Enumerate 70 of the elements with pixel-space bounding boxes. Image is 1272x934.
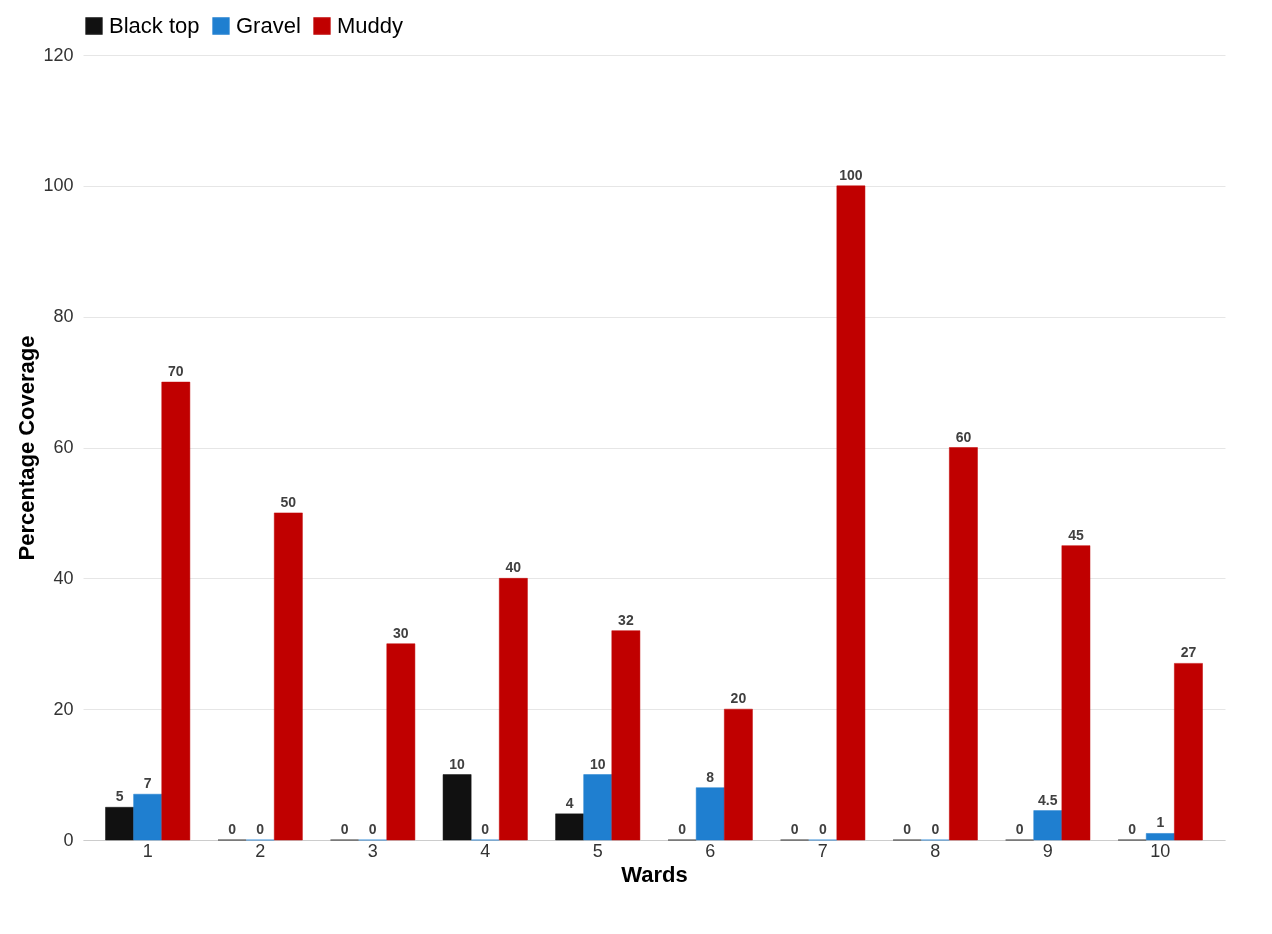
x-tick-label: 9 <box>1042 840 1053 861</box>
data-label: 32 <box>618 611 634 628</box>
data-label: 8 <box>706 768 715 785</box>
data-label: 4 <box>565 794 574 811</box>
bar <box>161 381 191 841</box>
bar <box>386 643 416 841</box>
legend-label: Black top <box>109 13 200 38</box>
data-label: 50 <box>280 493 297 510</box>
data-label: 70 <box>168 363 184 380</box>
data-label: 40 <box>505 559 522 576</box>
y-tick-label: 20 <box>53 698 74 719</box>
x-tick-label: 1 <box>142 840 153 861</box>
data-label: 1 <box>1156 814 1165 831</box>
data-label: 20 <box>730 690 747 707</box>
x-tick-label: 6 <box>705 840 716 861</box>
data-label: 0 <box>340 821 349 837</box>
legend-label: Muddy <box>337 13 404 38</box>
bar <box>1145 833 1175 841</box>
data-label: 0 <box>368 821 377 837</box>
bar <box>611 630 641 841</box>
y-axis-title: Percentage Coverage <box>14 335 40 561</box>
data-label: 0 <box>678 821 687 837</box>
data-label: 0 <box>1015 821 1024 837</box>
data-label: 4.5 <box>1038 791 1058 808</box>
x-tick-label: 8 <box>930 840 941 861</box>
data-label: 0 <box>1128 821 1137 837</box>
data-label: 7 <box>143 775 152 792</box>
x-tick-label: 7 <box>817 840 828 861</box>
x-tick-label: 3 <box>367 840 378 861</box>
data-label: 5 <box>115 788 124 805</box>
bar <box>133 793 163 841</box>
x-tick-label: 5 <box>592 840 603 861</box>
data-label: 0 <box>481 821 490 837</box>
x-tick-label: 2 <box>255 840 266 861</box>
y-tick-label: 80 <box>53 306 74 327</box>
bar <box>442 774 472 841</box>
y-tick-label: 60 <box>53 437 74 457</box>
bar <box>724 708 753 841</box>
data-label: 45 <box>1068 526 1084 543</box>
data-label: 10 <box>449 755 466 772</box>
data-label: 100 <box>839 166 863 183</box>
data-label: 0 <box>818 821 827 837</box>
y-tick-label: 100 <box>43 175 74 196</box>
data-label: 0 <box>931 821 940 837</box>
data-label: 0 <box>256 821 265 837</box>
data-label: 30 <box>393 624 409 641</box>
bar <box>583 774 613 841</box>
legend-label: Gravel <box>236 13 301 38</box>
bar <box>1174 663 1203 841</box>
data-label: 60 <box>955 428 972 445</box>
data-label: 27 <box>1180 644 1197 661</box>
bar <box>555 813 584 841</box>
x-tick-label: 10 <box>1150 840 1171 861</box>
y-tick-label: 0 <box>63 829 74 850</box>
y-tick-label: 40 <box>53 567 74 588</box>
y-tick-label: 120 <box>43 44 74 65</box>
x-tick-label: 4 <box>480 840 491 861</box>
data-label: 10 <box>589 755 606 772</box>
bar <box>949 447 978 841</box>
bar <box>1033 810 1063 841</box>
data-label: 0 <box>228 821 237 837</box>
bar <box>499 578 528 841</box>
bar <box>105 807 134 841</box>
bar <box>1061 545 1091 841</box>
bar <box>836 185 866 841</box>
bar <box>274 512 303 841</box>
bar <box>695 787 725 841</box>
data-label: 0 <box>790 821 799 837</box>
data-label: 0 <box>903 821 912 837</box>
x-axis-title: Wards <box>621 861 688 887</box>
